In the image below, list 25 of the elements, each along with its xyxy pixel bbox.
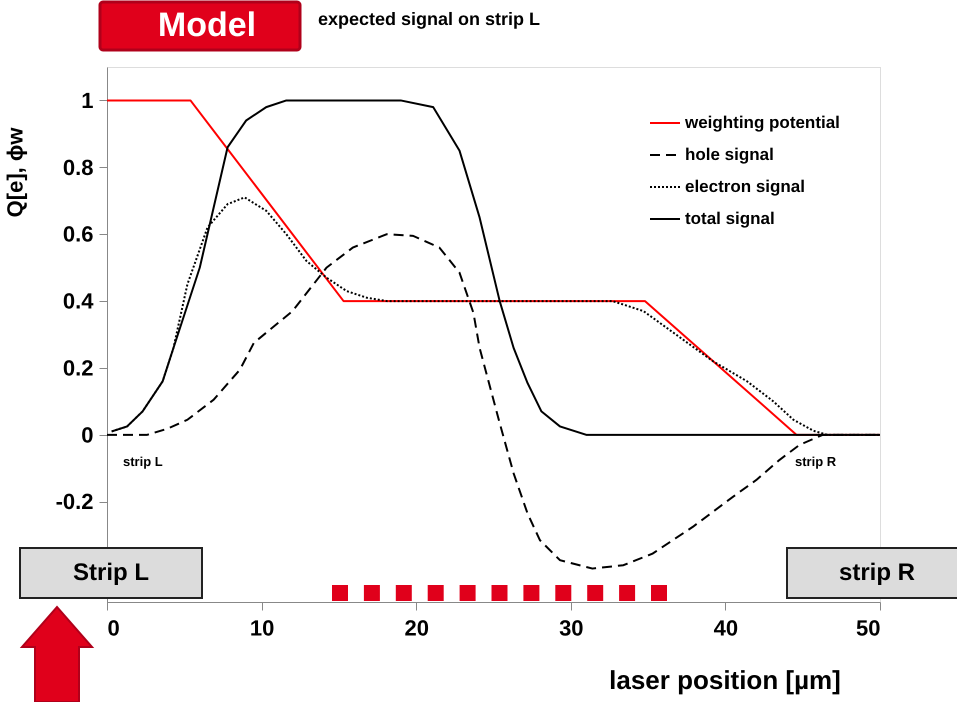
x-tick-label: 0 — [108, 616, 120, 640]
y-tick-label: 0.8 — [62, 154, 94, 180]
legend-label: hole signal — [685, 145, 774, 164]
text: Model — [158, 6, 256, 44]
y-axis-title: Q[e], ϕw — [2, 126, 28, 218]
y-tick-label: -0.2 — [56, 489, 94, 514]
y-tick-label: 1 — [81, 88, 94, 113]
x-tick-label: 30 — [559, 616, 584, 640]
annotation: strip R — [838, 559, 916, 586]
x-tick-label: 20 — [404, 616, 429, 640]
annotation: strip R — [795, 454, 837, 469]
legend-label: weighting potential — [684, 113, 840, 132]
legend-label: electron signal — [685, 177, 805, 196]
annotation: Strip L — [73, 559, 149, 586]
y-tick-label: 0.2 — [62, 355, 94, 380]
x-tick-label: 10 — [250, 616, 274, 640]
x-tick-label: 50 — [856, 616, 880, 640]
chart-title: expected signal on strip L — [318, 9, 540, 29]
x-tick-label: 40 — [714, 616, 738, 640]
annotation: strip L — [123, 454, 163, 469]
y-tick-label: 0.4 — [62, 288, 94, 314]
x-axis-title: laser position [µm] — [609, 665, 841, 695]
y-tick-label: 0.6 — [62, 222, 94, 247]
y-tick-label: 0 — [81, 422, 94, 448]
legend-label: total signal — [685, 209, 775, 228]
